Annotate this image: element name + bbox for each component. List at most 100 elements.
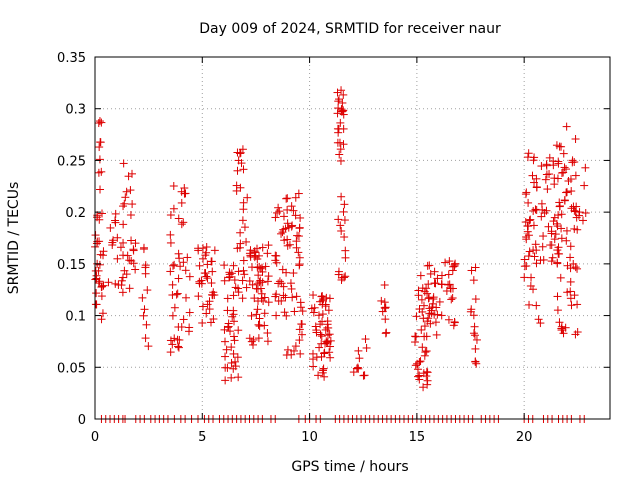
data-point: [573, 300, 582, 309]
data-point: [315, 343, 324, 352]
data-point: [123, 251, 132, 260]
data-point: [429, 293, 438, 302]
data-point: [271, 292, 280, 301]
data-point: [170, 303, 179, 312]
data-point: [555, 249, 564, 258]
data-point: [567, 187, 576, 196]
data-point: [176, 262, 185, 271]
data-point: [279, 282, 288, 291]
data-point: [142, 320, 151, 329]
data-point: [98, 282, 107, 291]
data-point: [524, 198, 533, 207]
data-point: [287, 202, 296, 211]
data-point: [221, 363, 230, 372]
data-point: [286, 279, 295, 288]
data-point: [234, 373, 243, 382]
data-point: [293, 231, 302, 240]
data-point: [225, 272, 234, 281]
data-point: [108, 238, 117, 247]
data-point: [295, 223, 304, 232]
data-point: [232, 181, 241, 190]
data-point: [353, 363, 362, 372]
data-point: [238, 276, 247, 285]
data-point: [416, 271, 425, 280]
data-point: [524, 149, 533, 158]
data-point: [418, 307, 427, 316]
x-tick-label: 20: [516, 430, 533, 445]
data-point: [239, 266, 248, 275]
data-point: [95, 143, 104, 152]
data-point: [97, 118, 106, 127]
data-point: [225, 268, 234, 277]
data-point: [111, 209, 120, 218]
data-point: [422, 284, 431, 293]
data-point: [202, 309, 211, 318]
y-tick-label: 0.35: [57, 51, 86, 66]
data-point: [334, 104, 343, 113]
data-point: [526, 215, 535, 224]
data-point: [296, 349, 305, 358]
data-point: [179, 218, 188, 227]
data-point: [260, 321, 269, 330]
data-point: [131, 265, 140, 274]
data-point: [444, 315, 453, 324]
data-point: [521, 190, 530, 199]
data-point: [326, 336, 335, 345]
data-point: [466, 307, 475, 316]
data-point: [173, 289, 182, 298]
data-point: [444, 280, 453, 289]
data-point: [544, 222, 553, 231]
data-point: [432, 330, 441, 339]
data-point: [420, 332, 429, 341]
data-point: [169, 182, 178, 191]
data-point: [175, 335, 184, 344]
data-point: [528, 171, 537, 180]
data-point: [560, 163, 569, 172]
data-point: [174, 343, 183, 352]
data-point: [545, 153, 554, 162]
data-point: [283, 235, 292, 244]
data-point: [288, 293, 297, 302]
data-point: [248, 280, 257, 289]
data-point: [552, 219, 561, 228]
data-point: [567, 301, 576, 310]
data-point: [240, 223, 249, 232]
data-point: [552, 141, 561, 150]
data-point: [279, 291, 288, 300]
data-point: [255, 322, 264, 331]
data-point: [531, 240, 540, 249]
data-point: [556, 273, 565, 282]
data-point: [336, 118, 345, 127]
data-point: [168, 280, 177, 289]
data-point: [283, 194, 292, 203]
data-point: [349, 368, 358, 377]
data-point: [104, 278, 113, 287]
data-point: [205, 305, 214, 314]
y-tick-label: 0.2: [65, 206, 86, 221]
data-point: [229, 261, 238, 270]
data-point: [542, 161, 551, 170]
data-point: [520, 255, 529, 264]
data-point: [471, 263, 480, 272]
data-point: [554, 157, 563, 166]
data-point: [450, 317, 459, 326]
data-point: [320, 348, 329, 357]
data-point: [317, 332, 326, 341]
data-point: [227, 343, 236, 352]
data-point: [129, 246, 138, 255]
data-point: [428, 299, 437, 308]
data-point: [423, 380, 432, 389]
data-point: [236, 228, 245, 237]
data-point: [567, 204, 576, 213]
data-point: [233, 148, 242, 157]
data-point: [91, 231, 100, 240]
data-point: [238, 294, 247, 303]
data-point: [419, 301, 428, 310]
y-tick-label: 0.1: [65, 310, 86, 325]
data-point: [562, 226, 571, 235]
data-point: [319, 295, 328, 304]
data-point: [424, 280, 433, 289]
data-point: [118, 288, 127, 297]
data-point: [334, 267, 343, 276]
data-point: [557, 169, 566, 178]
